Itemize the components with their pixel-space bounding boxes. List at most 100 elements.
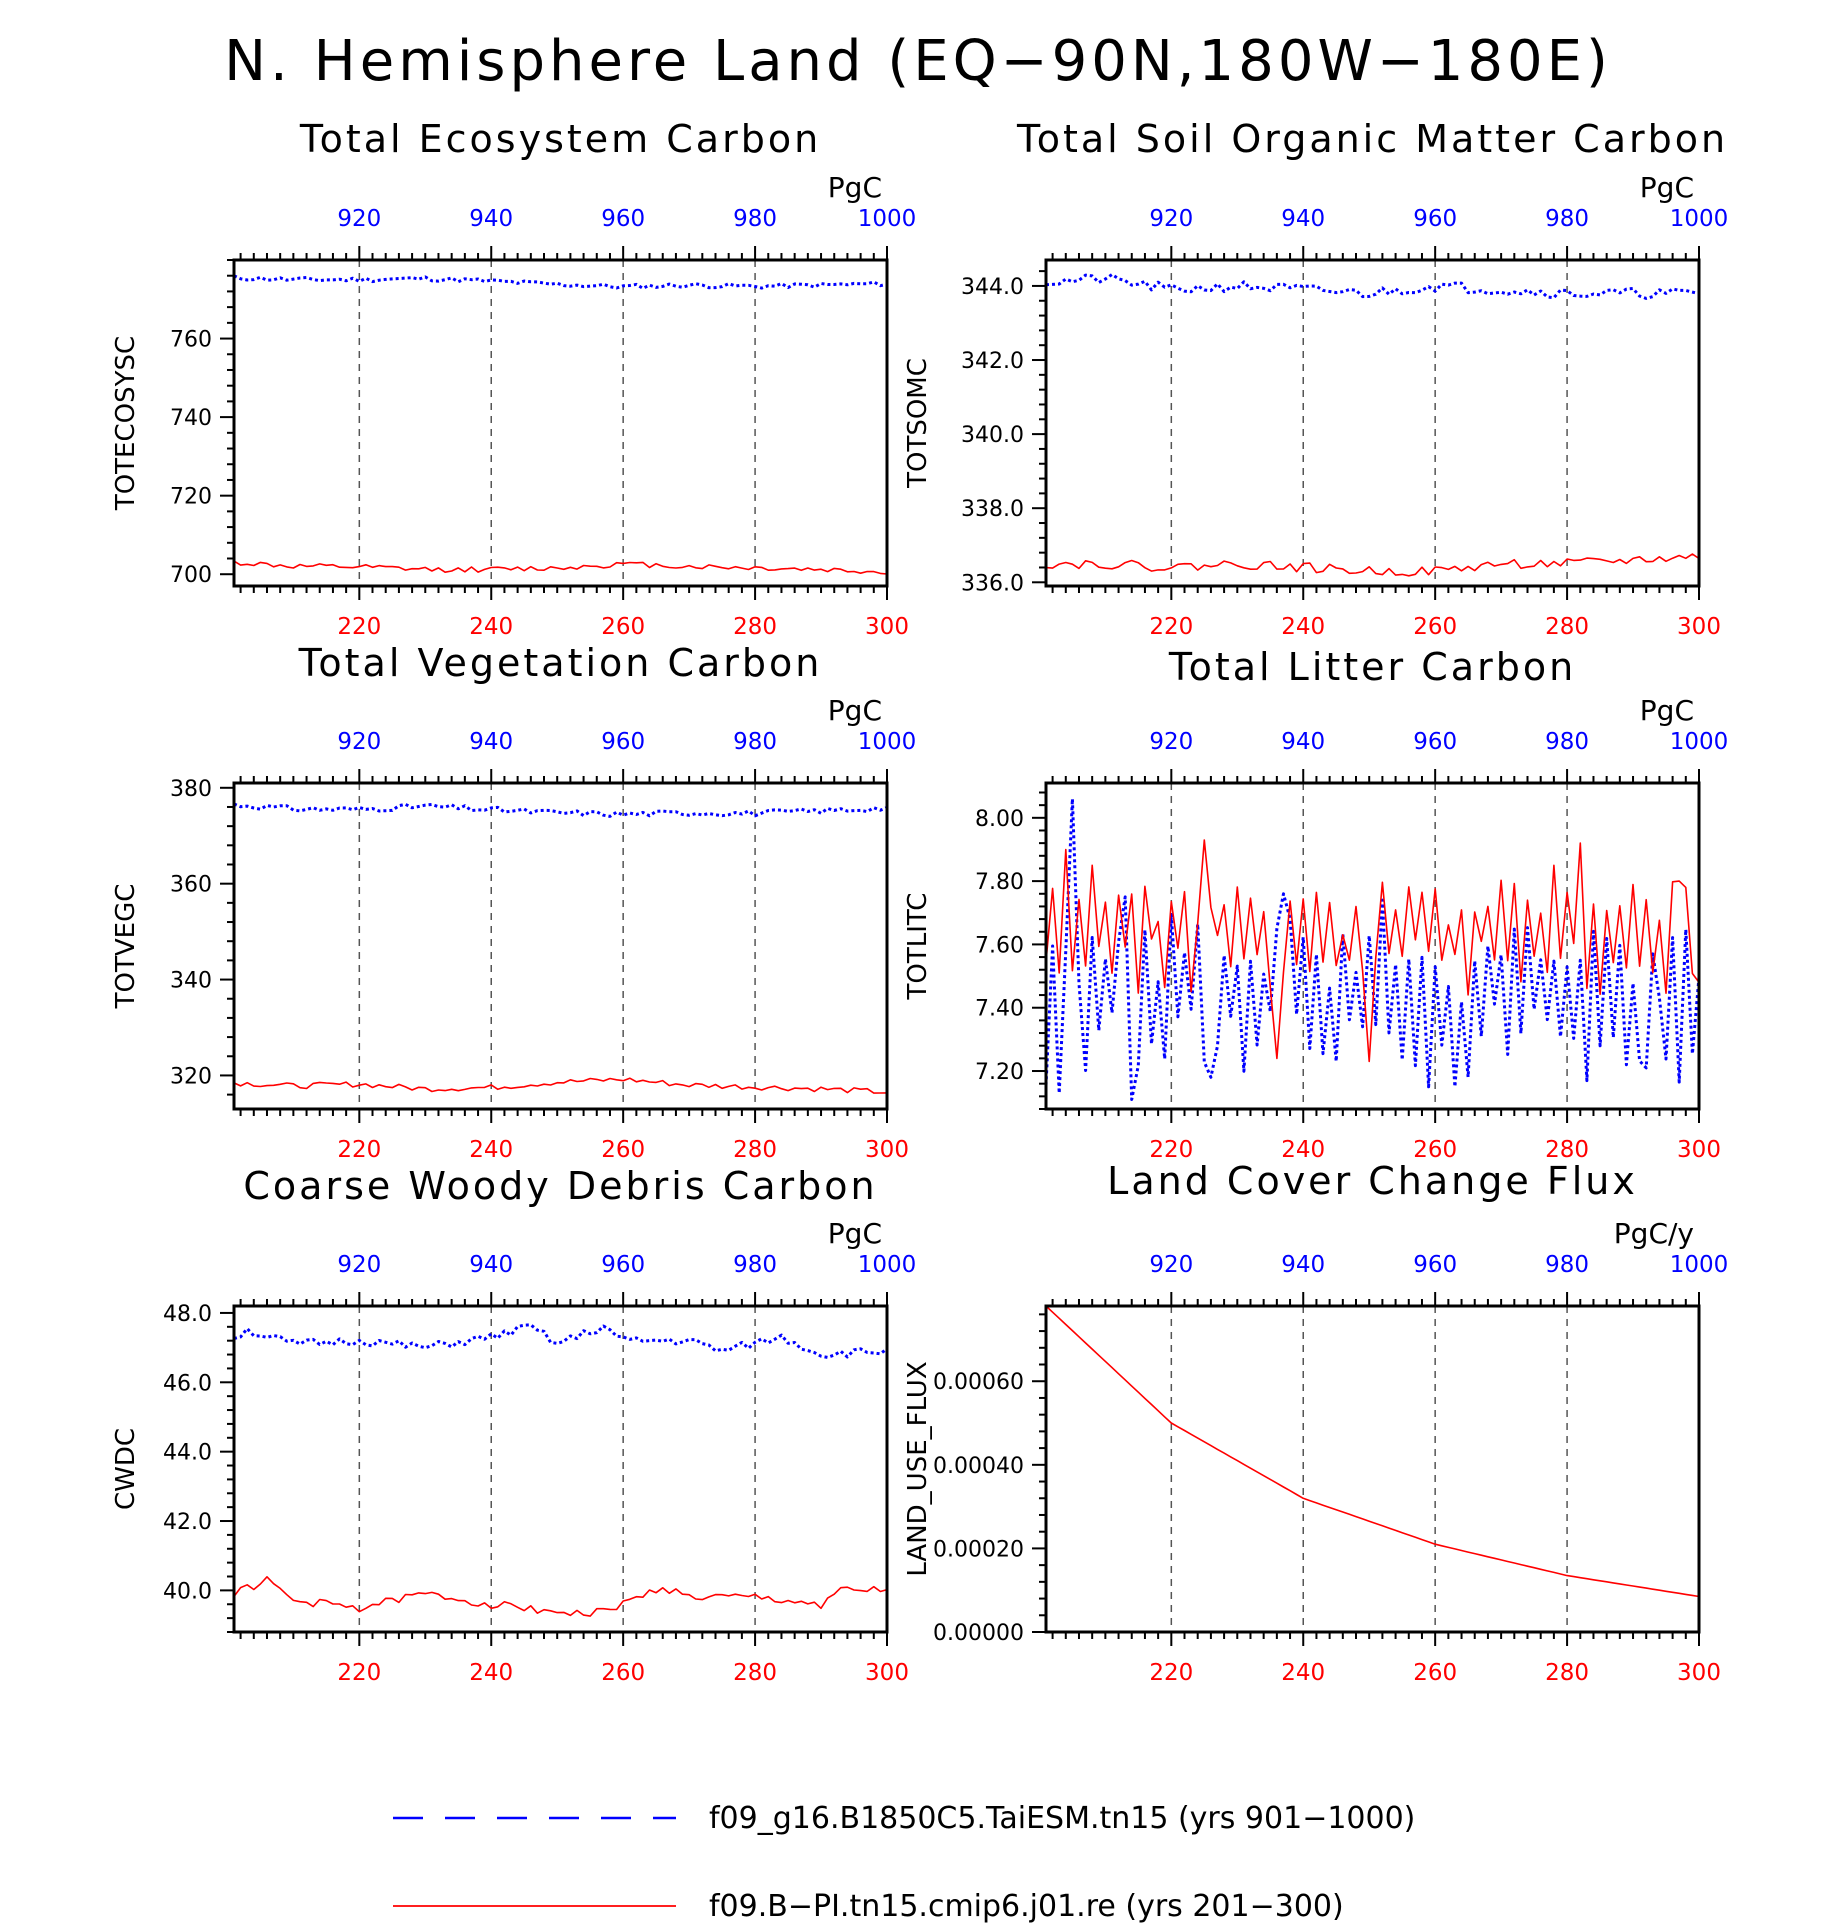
x-bottom-tick-label: 260 xyxy=(601,614,645,640)
x-top-tick-label: 960 xyxy=(601,206,645,232)
x-top-tick-label: 920 xyxy=(337,206,381,232)
y-tick-label: 0.00040 xyxy=(933,1454,1024,1479)
y-tick-label: 7.20 xyxy=(975,1060,1024,1085)
y-axis-label: TOTVEGC xyxy=(111,884,141,1010)
x-top-tick-label: 940 xyxy=(1281,206,1325,232)
x-bottom-tick-label: 260 xyxy=(1413,1137,1457,1163)
x-bottom-tick-label: 220 xyxy=(1149,1660,1193,1686)
series-line-reference xyxy=(233,274,888,290)
x-bottom-tick-label: 240 xyxy=(1281,1137,1325,1163)
plot-frame xyxy=(1044,1304,1701,1634)
x-bottom-tick-label: 300 xyxy=(1677,614,1721,640)
chart-panel: Coarse Woody Debris Carbon 40.0 42.0 44.0 46… xyxy=(111,1164,916,1686)
series-line-model xyxy=(1045,553,1700,577)
x-bottom-tick-label: 220 xyxy=(337,1137,381,1163)
x-bottom-tick-label: 280 xyxy=(1545,1660,1589,1686)
series-line-reference xyxy=(233,802,888,818)
chart-panel: Total Litter Carbon 7.20 7.40 7.60 7.80 8.00 T… xyxy=(903,645,1728,1163)
plot-frame xyxy=(232,258,889,588)
y-tick-label: 8.00 xyxy=(975,807,1024,832)
y-tick-label: 342.0 xyxy=(961,349,1024,374)
series-line-model xyxy=(233,560,888,575)
x-bottom-tick-label: 280 xyxy=(1545,1137,1589,1163)
x-bottom-tick-label: 240 xyxy=(469,614,513,640)
x-top-tick-label: 940 xyxy=(469,1252,513,1278)
x-top-tick-label: 980 xyxy=(733,729,777,755)
x-top-tick-label: 1000 xyxy=(858,206,917,232)
x-bottom-tick-label: 280 xyxy=(733,614,777,640)
y-tick-label: 760 xyxy=(170,328,212,353)
x-top-tick-label: 920 xyxy=(1149,206,1193,232)
x-top-tick-label: 980 xyxy=(1545,729,1589,755)
chart-panel: Land Cover Change Flux 0.00000 0.00020 0.00… xyxy=(903,1159,1728,1686)
y-tick-label: 344.0 xyxy=(961,275,1024,300)
x-top-tick-label: 1000 xyxy=(1670,729,1729,755)
y-tick-label: 40.0 xyxy=(163,1579,212,1604)
chart-panel: Total Soil Organic Matter Carbon 336.0 338… xyxy=(903,117,1728,640)
x-top-tick-label: 960 xyxy=(1413,1252,1457,1278)
x-bottom-tick-label: 220 xyxy=(1149,614,1193,640)
y-tick-label: 46.0 xyxy=(163,1371,212,1396)
chart-panel: Total Vegetation Carbon 320 340 360 380 TOTVE… xyxy=(111,641,916,1163)
x-bottom-tick-label: 240 xyxy=(469,1660,513,1686)
x-top-tick-label: 980 xyxy=(1545,206,1589,232)
x-top-tick-label: 940 xyxy=(469,729,513,755)
x-top-tick-label: 920 xyxy=(1149,729,1193,755)
x-top-tick-label: 1000 xyxy=(858,1252,917,1278)
y-tick-label: 0.00060 xyxy=(933,1370,1024,1395)
x-bottom-tick-label: 280 xyxy=(1545,614,1589,640)
units-label: PgC xyxy=(1640,694,1694,727)
y-axis-label: TOTECOSYSC xyxy=(111,336,141,511)
x-top-tick-label: 1000 xyxy=(858,729,917,755)
x-bottom-tick-label: 280 xyxy=(733,1660,777,1686)
chart-title: Total Vegetation Carbon xyxy=(298,641,823,685)
x-top-tick-label: 960 xyxy=(1413,206,1457,232)
legend: f09_g16.B1850C5.TaiESM.tn15 (yrs 901−100… xyxy=(393,1801,1415,1924)
series-line-model xyxy=(1045,1305,1700,1598)
x-bottom-tick-label: 300 xyxy=(1677,1660,1721,1686)
x-bottom-tick-label: 300 xyxy=(865,614,909,640)
y-tick-label: 7.80 xyxy=(975,870,1024,895)
series-line-reference xyxy=(233,1323,888,1359)
x-bottom-tick-label: 240 xyxy=(469,1137,513,1163)
legend-label: f09_g16.B1850C5.TaiESM.tn15 (yrs 901−100… xyxy=(709,1801,1415,1836)
x-top-tick-label: 940 xyxy=(1281,1252,1325,1278)
y-tick-label: 44.0 xyxy=(163,1441,212,1466)
panels: Total Ecosystem Carbon 700 720 740 760 TOTECO… xyxy=(111,117,1728,1686)
plot-frame xyxy=(232,1304,889,1634)
chart-title: Coarse Woody Debris Carbon xyxy=(243,1164,877,1208)
y-axis-label: CWDC xyxy=(111,1428,141,1510)
y-tick-label: 320 xyxy=(170,1064,212,1089)
x-top-tick-label: 940 xyxy=(469,206,513,232)
y-tick-label: 338.0 xyxy=(961,497,1024,522)
x-top-tick-label: 940 xyxy=(1281,729,1325,755)
y-tick-label: 48.0 xyxy=(163,1302,212,1327)
plot-frame xyxy=(1044,258,1701,588)
x-top-tick-label: 960 xyxy=(601,729,645,755)
series-line-model xyxy=(1045,839,1700,1063)
series-line-model xyxy=(233,1576,888,1617)
units-label: PgC/y xyxy=(1614,1217,1694,1250)
y-tick-label: 700 xyxy=(170,563,212,588)
plot-frame xyxy=(232,781,889,1111)
y-axis-label: LAND_USE_FLUX xyxy=(903,1361,933,1576)
x-top-tick-label: 1000 xyxy=(1670,206,1729,232)
x-top-tick-label: 920 xyxy=(337,1252,381,1278)
chart-title: Total Ecosystem Carbon xyxy=(299,117,821,161)
y-tick-label: 336.0 xyxy=(961,571,1024,596)
x-bottom-tick-label: 220 xyxy=(337,614,381,640)
x-bottom-tick-label: 300 xyxy=(865,1660,909,1686)
x-top-tick-label: 920 xyxy=(1149,1252,1193,1278)
y-tick-label: 340 xyxy=(170,969,212,994)
y-tick-label: 7.40 xyxy=(975,997,1024,1022)
y-tick-label: 380 xyxy=(170,777,212,802)
y-tick-label: 360 xyxy=(170,873,212,898)
units-label: PgC xyxy=(828,1217,882,1250)
y-tick-label: 0.00020 xyxy=(933,1537,1024,1562)
chart-title: Land Cover Change Flux xyxy=(1107,1159,1638,1203)
x-top-tick-label: 920 xyxy=(337,729,381,755)
x-bottom-tick-label: 220 xyxy=(337,1660,381,1686)
x-bottom-tick-label: 260 xyxy=(601,1660,645,1686)
x-bottom-tick-label: 260 xyxy=(1413,1660,1457,1686)
